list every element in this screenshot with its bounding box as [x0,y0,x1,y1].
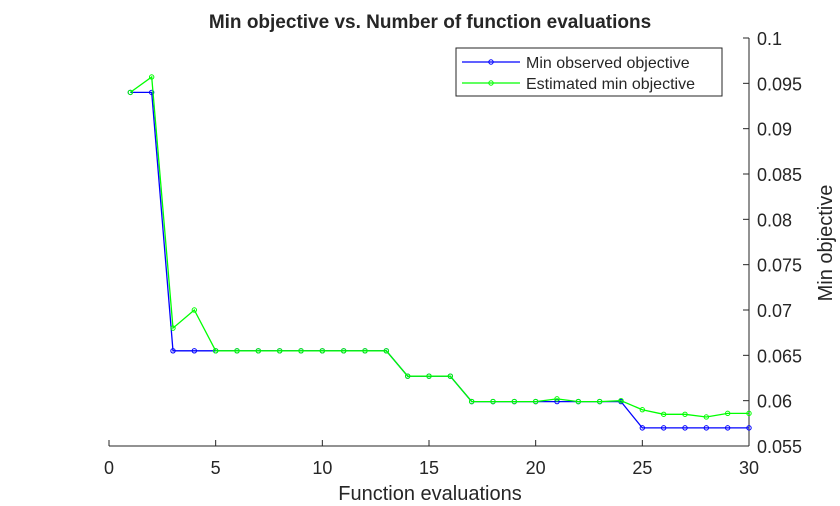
data-point [191,307,198,313]
x-tick-label: 25 [632,458,652,478]
data-point [618,397,624,404]
x-tick-label: 30 [739,458,759,478]
data-point [447,373,454,379]
x-tick-label: 15 [419,458,439,478]
legend-box [455,47,723,97]
data-point [170,348,176,354]
legend-marker [488,80,494,86]
data-point [746,425,752,431]
data-point [660,425,667,431]
data-point [255,348,262,354]
data-point [191,348,198,354]
data-point [383,348,390,354]
series-2 [127,74,752,420]
data-point [554,396,560,402]
plot-area [127,74,752,431]
data-point [468,398,475,405]
data-point [234,348,240,354]
data-point [511,398,518,405]
y-tick-label: 0.065 [757,346,802,366]
x-axis-label: Function evaluations [338,483,521,505]
data-point [724,425,731,431]
y-tick-label: 0.08 [757,210,792,230]
data-point [682,425,688,431]
y-tick-label: 0.095 [757,74,802,94]
y-tick-label: 0.1 [757,29,782,49]
y-tick-label: 0.06 [757,392,792,412]
y-tick-label: 0.075 [757,256,802,276]
legend-label: Estimated min objective [526,76,695,93]
data-point [340,348,347,354]
data-point [212,348,219,354]
x-tick-label: 20 [526,458,546,478]
legend-marker [488,59,494,65]
legend-label: Min observed objective [526,55,690,72]
data-point [703,425,710,431]
y-tick-label: 0.07 [757,301,792,321]
y-tick-label: 0.055 [757,437,802,457]
data-point [490,398,496,405]
data-point [724,410,731,417]
data-point [682,411,688,417]
data-point [404,373,411,379]
x-tick-label: 5 [211,458,221,478]
data-point [148,74,155,80]
data-point [362,348,368,354]
data-point [298,348,304,354]
data-point [170,325,176,331]
data-point [532,398,539,405]
data-point [660,411,667,417]
data-point [148,89,155,96]
data-point [127,89,134,96]
data-point [639,425,646,431]
data-point [639,407,646,413]
data-point [319,348,326,354]
data-point [426,373,432,379]
data-point [276,348,283,354]
chart-title: Min objective vs. Number of function eva… [209,12,651,33]
series-line [129,75,749,418]
y-axis-label: Min objective [815,185,837,302]
data-point [596,398,603,405]
legend: Min observed objective Estimated min obje… [455,47,723,97]
x-tick-label: 10 [312,458,332,478]
data-point [575,398,582,405]
data-point [746,410,752,417]
x-tick-label: 0 [104,458,114,478]
axes: 0 5 10 15 20 25 300.055 0.06 0.065 0.07 0.075 0.08 0… [104,29,802,478]
y-tick-label: 0.085 [757,165,802,185]
data-point [703,414,710,420]
y-tick-label: 0.09 [757,120,792,140]
